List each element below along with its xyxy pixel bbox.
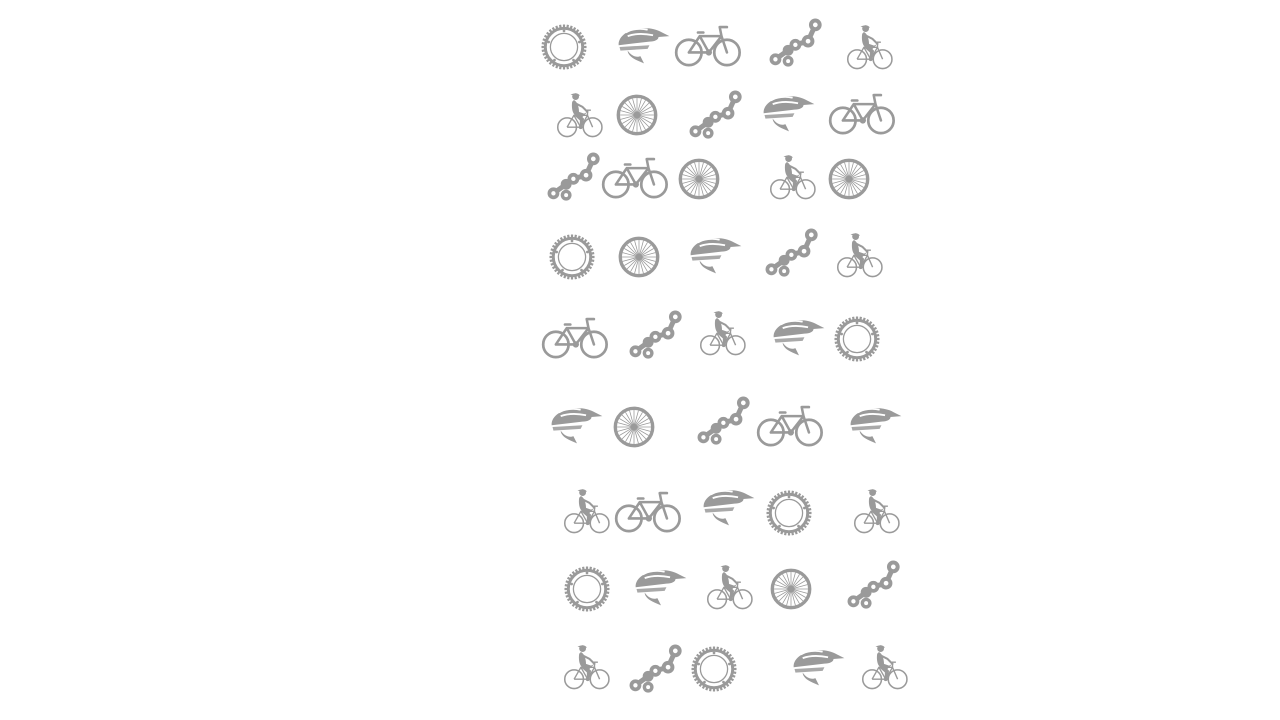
cyclist-icon [835, 20, 903, 78]
cyclist-icon [758, 150, 826, 208]
cyclist-icon [842, 484, 910, 542]
wheel-icon [665, 150, 733, 208]
chain-link-icon [620, 306, 698, 364]
wheel-icon [815, 150, 883, 208]
chain-link-icon [760, 14, 838, 72]
helmet-icon [750, 86, 828, 144]
sprocket-icon [680, 640, 748, 698]
sprocket-icon [755, 484, 823, 542]
bicycle-icon [668, 18, 746, 76]
cyclist-icon [825, 228, 893, 286]
bicycle-icon [608, 484, 686, 542]
helmet-icon [622, 560, 700, 618]
cyclist-icon [552, 640, 620, 698]
chain-link-icon [538, 148, 616, 206]
chain-link-icon [838, 556, 916, 614]
chain-link-icon [620, 640, 698, 698]
cyclist-icon [545, 88, 613, 146]
bicycle-icon [535, 310, 613, 368]
helmet-icon [837, 398, 915, 456]
chain-link-icon [680, 86, 758, 144]
helmet-icon [605, 18, 683, 76]
helmet-icon [690, 480, 768, 538]
cyclist-icon [850, 640, 918, 698]
bicycle-icon [822, 86, 900, 144]
cyclist-icon [695, 560, 763, 618]
sprocket-icon [553, 560, 621, 618]
chain-link-icon [688, 392, 766, 450]
wheel-icon [603, 86, 671, 144]
wheel-icon [757, 560, 825, 618]
chain-link-icon [756, 224, 834, 282]
wheel-icon [600, 398, 668, 456]
helmet-icon [760, 310, 838, 368]
bicycle-icon [750, 398, 828, 456]
sprocket-icon [530, 18, 598, 76]
helmet-icon [780, 640, 858, 698]
cyclist-icon [552, 484, 620, 542]
cyclist-icon [688, 306, 756, 364]
sprocket-icon [538, 228, 606, 286]
helmet-icon [677, 228, 755, 286]
helmet-icon [538, 398, 616, 456]
bicycle-icon [595, 150, 673, 208]
sprocket-icon [823, 310, 891, 368]
wheel-icon [605, 228, 673, 286]
